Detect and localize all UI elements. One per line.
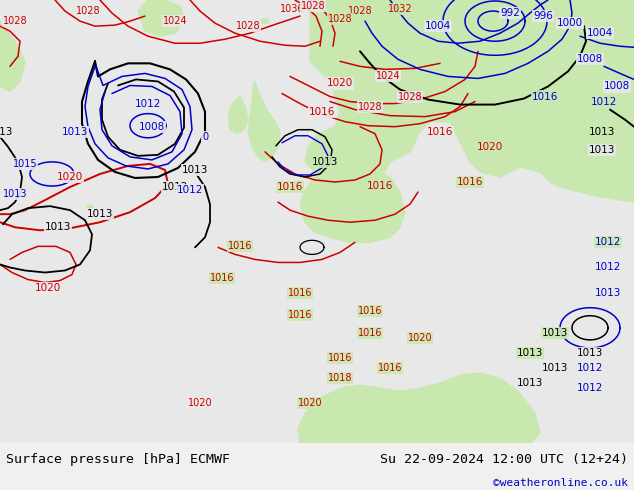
Text: Su 22-09-2024 12:00 UTC (12+24): Su 22-09-2024 12:00 UTC (12+24) xyxy=(380,453,628,466)
Text: 1013: 1013 xyxy=(312,157,338,167)
Text: 1028: 1028 xyxy=(358,101,382,112)
Text: 1004: 1004 xyxy=(425,21,451,31)
Text: 1000: 1000 xyxy=(557,18,583,28)
Text: 1016: 1016 xyxy=(288,310,313,320)
Text: 1036: 1036 xyxy=(280,4,304,14)
Text: 1028: 1028 xyxy=(75,6,100,16)
Text: 1016: 1016 xyxy=(210,272,234,283)
Text: 1012: 1012 xyxy=(595,263,621,272)
Text: 1015: 1015 xyxy=(13,159,37,169)
Text: 1028: 1028 xyxy=(328,14,353,24)
Text: 1028: 1028 xyxy=(236,21,261,31)
Text: 1028: 1028 xyxy=(3,16,27,26)
Text: 1013: 1013 xyxy=(517,378,543,388)
Text: 1028: 1028 xyxy=(398,92,422,101)
Text: 1012: 1012 xyxy=(577,363,603,373)
Text: 1008: 1008 xyxy=(139,122,165,132)
Text: ©weatheronline.co.uk: ©weatheronline.co.uk xyxy=(493,478,628,488)
Text: 1016: 1016 xyxy=(457,177,483,187)
Text: 996: 996 xyxy=(533,11,553,21)
Text: 1018: 1018 xyxy=(328,373,353,383)
Text: 1012: 1012 xyxy=(135,98,161,109)
Polygon shape xyxy=(248,81,280,162)
Text: 1020: 1020 xyxy=(57,172,83,182)
Text: 1013: 1013 xyxy=(182,165,208,175)
Text: 992: 992 xyxy=(500,8,520,18)
Text: 1013: 1013 xyxy=(45,222,71,232)
Text: 1016: 1016 xyxy=(427,127,453,137)
Text: 1012: 1012 xyxy=(577,383,603,393)
Text: Surface pressure [hPa] ECMWF: Surface pressure [hPa] ECMWF xyxy=(6,453,230,466)
Text: 1012: 1012 xyxy=(177,185,203,195)
Text: 1016: 1016 xyxy=(309,107,335,117)
Text: 1012: 1012 xyxy=(591,97,617,106)
Text: 1013: 1013 xyxy=(595,288,621,297)
Text: 1013: 1013 xyxy=(542,363,568,373)
Text: 1008: 1008 xyxy=(577,54,603,64)
Text: 1013: 1013 xyxy=(87,209,113,219)
Text: 1013: 1013 xyxy=(542,328,568,338)
Text: 1016: 1016 xyxy=(378,363,402,373)
Text: 1013: 1013 xyxy=(589,145,615,155)
Text: 1020: 1020 xyxy=(35,283,61,293)
Text: 1016: 1016 xyxy=(367,181,393,191)
Text: 1024: 1024 xyxy=(163,16,187,26)
Text: 1016: 1016 xyxy=(288,288,313,297)
Text: 1016: 1016 xyxy=(358,306,382,316)
Polygon shape xyxy=(370,0,545,117)
Text: 1016: 1016 xyxy=(277,182,303,192)
Text: 1024: 1024 xyxy=(376,72,400,81)
Text: 0: 0 xyxy=(202,132,208,142)
Text: 1016: 1016 xyxy=(228,242,252,251)
Text: 1013: 1013 xyxy=(0,127,13,137)
Text: 1008: 1008 xyxy=(604,81,630,92)
Text: 1028: 1028 xyxy=(347,6,372,16)
Polygon shape xyxy=(0,21,25,92)
Ellipse shape xyxy=(261,19,269,24)
Text: 1020: 1020 xyxy=(327,78,353,89)
Text: 1032: 1032 xyxy=(387,4,412,14)
Text: 1020: 1020 xyxy=(298,398,322,408)
Text: 1004: 1004 xyxy=(587,28,613,38)
Polygon shape xyxy=(310,0,634,202)
Text: 1013: 1013 xyxy=(3,189,27,199)
Text: 1020: 1020 xyxy=(477,142,503,152)
Text: 1016: 1016 xyxy=(328,353,353,363)
Text: 1020: 1020 xyxy=(408,333,432,343)
Text: 1012: 1012 xyxy=(162,182,188,192)
Text: 1013: 1013 xyxy=(517,348,543,358)
Text: 1016: 1016 xyxy=(532,92,558,101)
Polygon shape xyxy=(300,167,405,243)
Text: 1028: 1028 xyxy=(301,1,325,11)
Text: 1013: 1013 xyxy=(589,127,615,137)
Text: 1013: 1013 xyxy=(61,127,88,137)
Text: 1016: 1016 xyxy=(358,328,382,338)
Ellipse shape xyxy=(87,205,93,209)
Text: 1013: 1013 xyxy=(577,348,603,358)
Polygon shape xyxy=(138,0,185,36)
Polygon shape xyxy=(305,127,370,177)
Polygon shape xyxy=(298,373,540,443)
Polygon shape xyxy=(228,97,248,134)
Text: 1012: 1012 xyxy=(595,237,621,247)
Text: 1020: 1020 xyxy=(188,398,212,408)
